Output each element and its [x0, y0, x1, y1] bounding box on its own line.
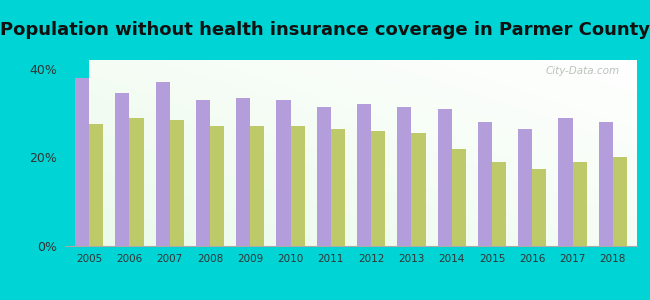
Bar	[558, 118, 573, 246]
Bar	[291, 126, 305, 246]
Bar	[331, 129, 345, 246]
Bar	[452, 148, 466, 246]
Bar	[613, 158, 627, 246]
Bar	[250, 126, 265, 246]
Bar	[532, 169, 547, 246]
Text: City-Data.com: City-Data.com	[546, 66, 620, 76]
Bar	[115, 93, 129, 246]
Bar	[236, 98, 250, 246]
Bar	[371, 131, 385, 246]
Bar	[75, 78, 89, 246]
Bar	[155, 82, 170, 246]
Bar	[573, 162, 587, 246]
Bar	[397, 106, 411, 246]
Text: Population without health insurance coverage in Parmer County: Population without health insurance cove…	[0, 21, 650, 39]
Bar	[492, 162, 506, 246]
Bar	[89, 124, 103, 246]
Bar	[129, 118, 144, 246]
Bar	[599, 122, 613, 246]
Bar	[478, 122, 492, 246]
Bar	[317, 106, 331, 246]
Bar	[518, 129, 532, 246]
Bar	[276, 100, 291, 246]
Bar	[437, 109, 452, 246]
Bar	[411, 133, 426, 246]
Bar	[210, 126, 224, 246]
Bar	[196, 100, 210, 246]
Bar	[170, 120, 184, 246]
Bar	[357, 104, 371, 246]
